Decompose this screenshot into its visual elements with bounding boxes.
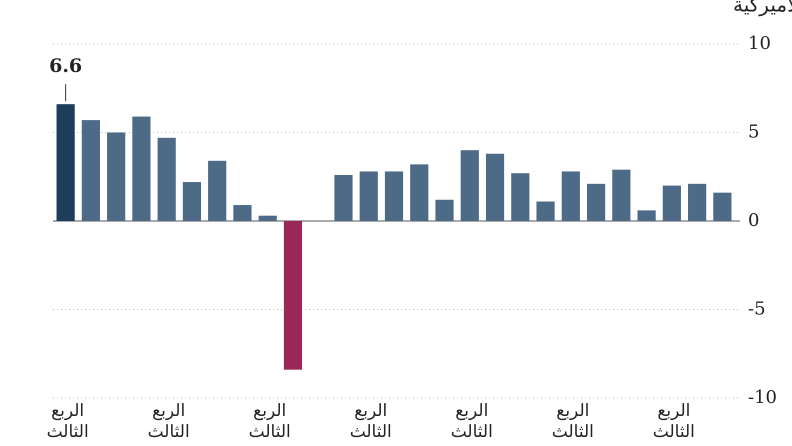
- bar: [132, 116, 151, 221]
- bar: [688, 183, 707, 221]
- bar: [536, 201, 555, 221]
- x-tick-label: الربع الثالث: [248, 401, 291, 442]
- bar: [384, 171, 404, 221]
- bar: [435, 199, 454, 221]
- x-tick-label: الربع الثالث: [46, 401, 89, 442]
- x-tick-label: الربع الثالث: [551, 401, 594, 442]
- bar: [561, 171, 580, 221]
- bar: [460, 150, 479, 221]
- bar: [208, 160, 227, 221]
- x-tick-label: الربع الثالث: [147, 401, 190, 442]
- y-tick-label: 5: [748, 122, 759, 143]
- bar: [81, 120, 100, 221]
- chart-title: صافي الربح حسب الفصل بمليارات الدولارات …: [733, 0, 792, 17]
- y-tick-label: 10: [748, 33, 771, 54]
- bar: [56, 104, 75, 221]
- bar: [662, 185, 681, 221]
- bar: [107, 132, 126, 221]
- bar: [485, 153, 505, 221]
- y-tick-label: 0: [748, 210, 759, 231]
- bar: [359, 171, 378, 221]
- bar: [334, 174, 353, 221]
- y-tick-label: -5: [748, 299, 766, 320]
- bar: [586, 183, 606, 221]
- bar: [612, 169, 631, 221]
- bar: [233, 205, 252, 221]
- x-tick-label: الربع الثالث: [450, 401, 493, 442]
- bar: [410, 164, 429, 221]
- bar: [283, 221, 303, 370]
- bar: [157, 137, 176, 221]
- x-tick-label: الربع الثالث: [349, 401, 392, 442]
- y-tick-label: -10: [748, 387, 777, 408]
- bar: [713, 192, 732, 221]
- bar: [182, 182, 202, 221]
- bar: [637, 210, 656, 221]
- value-label: 6.6: [49, 55, 82, 77]
- bar: [258, 215, 277, 221]
- bar: [511, 173, 530, 221]
- x-tick-label: الربع الثالث: [652, 401, 695, 442]
